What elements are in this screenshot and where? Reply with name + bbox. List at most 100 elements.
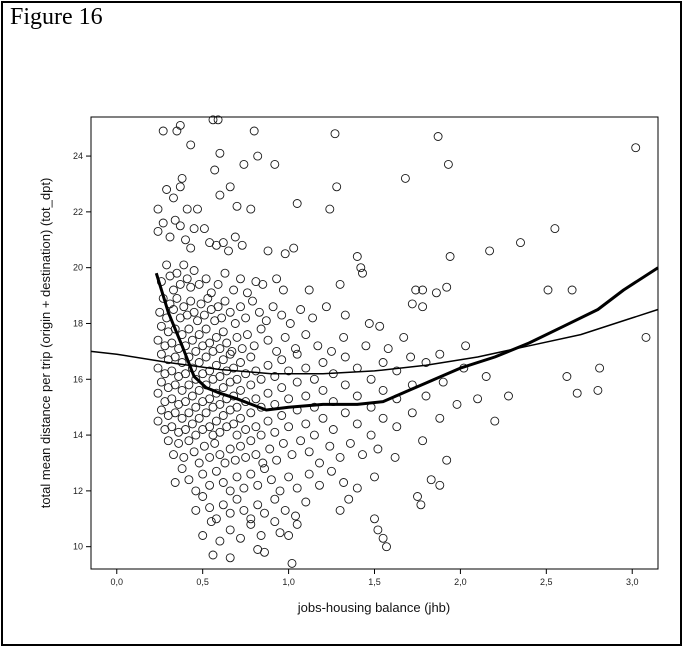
data-point	[550, 224, 560, 234]
data-point	[225, 508, 235, 518]
data-point	[339, 478, 349, 487]
data-point	[172, 293, 182, 303]
data-point	[218, 238, 228, 248]
data-point	[421, 358, 431, 367]
data-point	[327, 346, 336, 356]
data-point	[270, 159, 280, 169]
data-point	[364, 319, 374, 328]
data-point	[218, 355, 228, 365]
data-point	[253, 480, 263, 490]
data-point	[418, 302, 428, 312]
data-point	[309, 402, 319, 412]
data-point	[213, 115, 223, 125]
data-point	[270, 517, 280, 527]
data-point	[194, 330, 204, 340]
data-point	[167, 422, 177, 432]
data-point	[156, 377, 166, 387]
data-point	[189, 307, 199, 317]
data-point	[153, 226, 163, 236]
data-point	[167, 394, 177, 404]
data-point	[201, 274, 211, 284]
data-point	[184, 408, 194, 418]
data-point	[378, 413, 388, 423]
data-point	[199, 310, 209, 320]
data-point	[230, 455, 240, 465]
data-point	[218, 411, 228, 420]
data-point	[246, 408, 256, 418]
data-point	[236, 441, 245, 451]
data-point	[435, 413, 445, 423]
data-point	[266, 475, 276, 485]
data-point	[263, 335, 273, 345]
data-point	[315, 480, 324, 490]
data-point	[232, 332, 242, 342]
data-point	[194, 458, 204, 468]
data-point	[407, 408, 417, 418]
data-point	[263, 360, 273, 370]
data-point	[181, 397, 190, 407]
data-point	[206, 517, 216, 527]
data-point	[239, 159, 249, 169]
data-point	[272, 346, 282, 356]
data-point	[263, 388, 273, 398]
ticks-layer: 0,0 0,5 1,0 1,5 2,0 2,5 3,0 10 12 14 16 18 20 22 24	[73, 151, 639, 587]
data-point	[339, 332, 349, 342]
x-tick-label: 1,0	[282, 577, 295, 587]
data-point	[251, 366, 261, 376]
x-tick-label: 2,5	[540, 577, 553, 587]
data-point	[435, 480, 445, 490]
data-point	[392, 366, 402, 376]
data-point	[280, 332, 290, 342]
data-point	[218, 500, 228, 510]
data-point	[258, 279, 268, 289]
data-point	[237, 344, 247, 354]
data-point	[241, 369, 251, 379]
data-point	[325, 204, 335, 214]
data-point	[241, 313, 251, 323]
data-point	[287, 558, 297, 568]
data-point	[490, 416, 500, 426]
data-point	[270, 427, 280, 437]
y-tick-label: 20	[73, 263, 83, 273]
data-point	[232, 494, 242, 504]
data-point	[344, 494, 354, 504]
data-point	[392, 422, 402, 432]
data-point	[340, 408, 350, 418]
data-point	[411, 285, 421, 295]
data-point	[218, 327, 228, 337]
data-point	[153, 335, 163, 345]
y-tick-label: 16	[73, 374, 83, 384]
data-point	[263, 246, 273, 256]
data-point	[304, 469, 314, 479]
data-point	[193, 316, 202, 326]
data-point	[308, 313, 318, 323]
data-point	[194, 413, 204, 423]
data-point	[292, 377, 302, 387]
data-point	[225, 405, 235, 415]
data-point	[296, 436, 306, 446]
data-point	[170, 478, 180, 487]
data-point	[249, 126, 259, 136]
data-point	[485, 246, 495, 256]
data-point	[236, 274, 245, 284]
data-point	[169, 193, 178, 203]
data-point	[358, 268, 367, 278]
data-point	[215, 399, 225, 409]
data-point	[280, 249, 290, 259]
data-point	[175, 279, 185, 289]
data-point	[163, 436, 173, 446]
data-point	[201, 324, 211, 334]
data-point	[170, 408, 180, 418]
data-point	[260, 464, 269, 474]
data-point	[291, 511, 300, 521]
data-point	[270, 372, 280, 381]
data-point	[205, 503, 215, 513]
data-point	[181, 235, 190, 245]
data-point	[153, 363, 163, 373]
data-point	[211, 466, 221, 476]
data-point	[284, 422, 294, 432]
data-point	[256, 374, 266, 384]
data-point	[224, 246, 233, 256]
data-point	[318, 385, 328, 395]
data-point	[260, 547, 269, 557]
